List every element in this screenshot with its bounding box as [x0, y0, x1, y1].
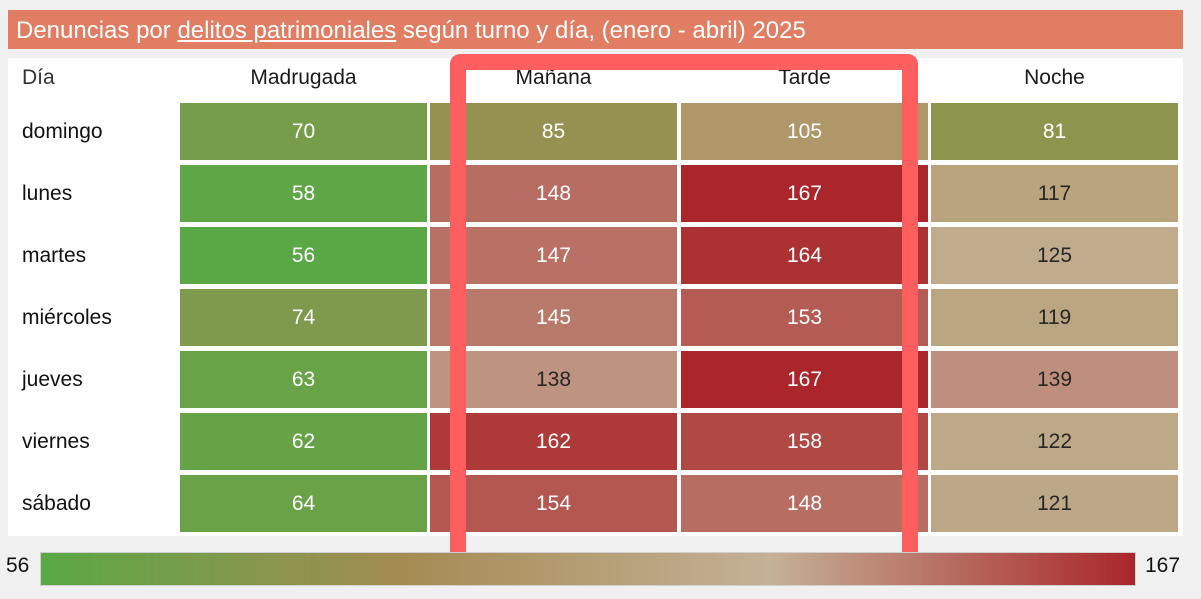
heatmap-cell: 122 [931, 413, 1178, 470]
column-header: Mañana [515, 66, 592, 89]
heatmap-cell: 158 [681, 413, 928, 470]
chart-title: Denuncias por delitos patrimoniales segú… [8, 10, 1183, 49]
row-header: Día [22, 66, 55, 89]
row-label: miércoles [22, 306, 112, 329]
row-label: viernes [22, 430, 90, 453]
heatmap-cell: 125 [931, 227, 1178, 284]
heatmap-cell: 148 [430, 165, 677, 222]
heatmap-cell: 138 [430, 351, 677, 408]
heatmap-cell: 148 [681, 475, 928, 532]
heatmap-cell: 154 [430, 475, 677, 532]
row-label: lunes [22, 182, 73, 205]
heatmap-cell: 62 [180, 413, 427, 470]
heatmap-cell: 119 [931, 289, 1178, 346]
heatmap-cell: 58 [180, 165, 427, 222]
heatmap-cell: 139 [931, 351, 1178, 408]
row-label: domingo [22, 120, 103, 143]
legend-min-label: 56 [6, 554, 30, 577]
title-suffix: según turno y día, (enero - abril) 2025 [396, 17, 806, 44]
heatmap-cell: 117 [931, 165, 1178, 222]
heatmap-cell: 162 [430, 413, 677, 470]
heatmap-cell: 167 [681, 165, 928, 222]
title-prefix: Denuncias por [16, 17, 178, 44]
heatmap-cell: 64 [180, 475, 427, 532]
heatmap-cell: 74 [180, 289, 427, 346]
title-underlined: delitos patrimoniales [177, 17, 397, 44]
heatmap-cell: 164 [681, 227, 928, 284]
row-label: sábado [22, 492, 91, 515]
heatmap-cell: 105 [681, 103, 928, 160]
heatmap-cell: 85 [430, 103, 677, 160]
heatmap-cell: 145 [430, 289, 677, 346]
column-header: Tarde [778, 66, 831, 89]
heatmap-cell: 153 [681, 289, 928, 346]
row-label: martes [22, 244, 87, 267]
heatmap-cell: 167 [681, 351, 928, 408]
column-header: Noche [1024, 66, 1085, 89]
color-scale-bar [40, 552, 1136, 586]
heatmap-cell: 70 [180, 103, 427, 160]
row-label: jueves [22, 368, 83, 391]
heatmap-cell: 81 [931, 103, 1178, 160]
column-header: Madrugada [250, 66, 357, 89]
legend-max-label: 167 [1145, 554, 1181, 577]
heatmap-cell: 121 [931, 475, 1178, 532]
heatmap-cell: 56 [180, 227, 427, 284]
heatmap-cell: 63 [180, 351, 427, 408]
heatmap-cell: 147 [430, 227, 677, 284]
